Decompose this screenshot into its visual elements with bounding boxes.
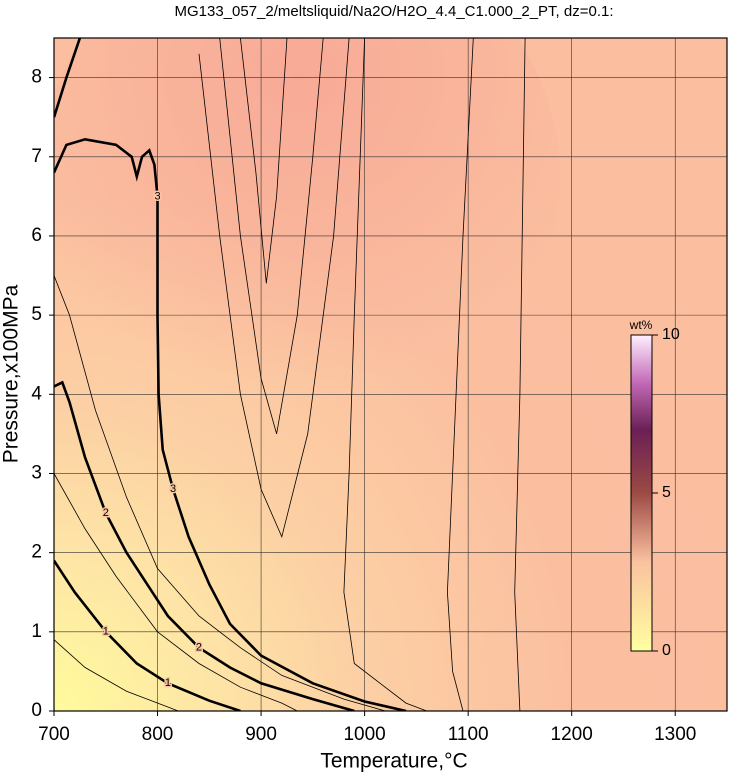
x-tick-label: 1300 [654,724,696,745]
contour-label: 2 [103,507,109,519]
y-tick-label: 5 [31,304,42,325]
contour-line [446,38,474,711]
contour-line [54,559,241,711]
x-tick-label: 1000 [343,724,385,745]
contour-line [514,38,526,711]
chart-title: MG133_057_2/meltsliquid/Na2O/H2O_4.4_C1.… [174,3,613,20]
x-axis-label: Temperature,°C [320,750,467,773]
x-tick-label: 1200 [551,724,593,745]
x-tick-label: 700 [38,724,70,745]
contour-label: 3 [170,483,176,495]
colorbar-tick-label: 0 [662,642,671,659]
colorbar-tick-label: 5 [662,484,671,501]
contour-label: 3 [154,190,160,202]
x-tick-label: 1100 [448,724,489,745]
y-tick-label: 3 [31,462,42,483]
contour-line [54,275,386,711]
contour-line [343,38,427,711]
contour-line [240,38,288,284]
y-tick-label: 7 [31,146,42,167]
contour-line [198,38,350,539]
colorbar-tick-label: 10 [662,326,680,343]
contour-line [54,473,298,711]
colorbar [630,334,653,652]
contour-line [54,137,407,711]
contour-line [54,38,82,118]
contour-line [54,380,355,711]
colorbar-label: wt% [629,318,653,332]
field-fill [54,38,560,440]
plot-area: 1 1 2 2 3 3 [54,38,727,711]
x-tick-label: 900 [245,724,277,745]
y-tick-label: 6 [31,225,42,246]
y-tick-label: 1 [31,621,42,642]
y-tick-label: 8 [31,67,42,88]
contour-line [54,639,179,711]
contour-label: 2 [196,642,202,654]
frame [53,37,728,712]
contour-line [219,38,324,435]
y-tick-label: 4 [31,383,42,404]
y-axis-label: Pressure,x100MPa [0,284,23,463]
x-tick-label: 800 [142,724,174,745]
y-tick-label: 0 [31,700,42,721]
contour-label: 1 [103,626,109,638]
y-tick-label: 2 [31,542,42,563]
contour-label: 1 [165,677,171,689]
